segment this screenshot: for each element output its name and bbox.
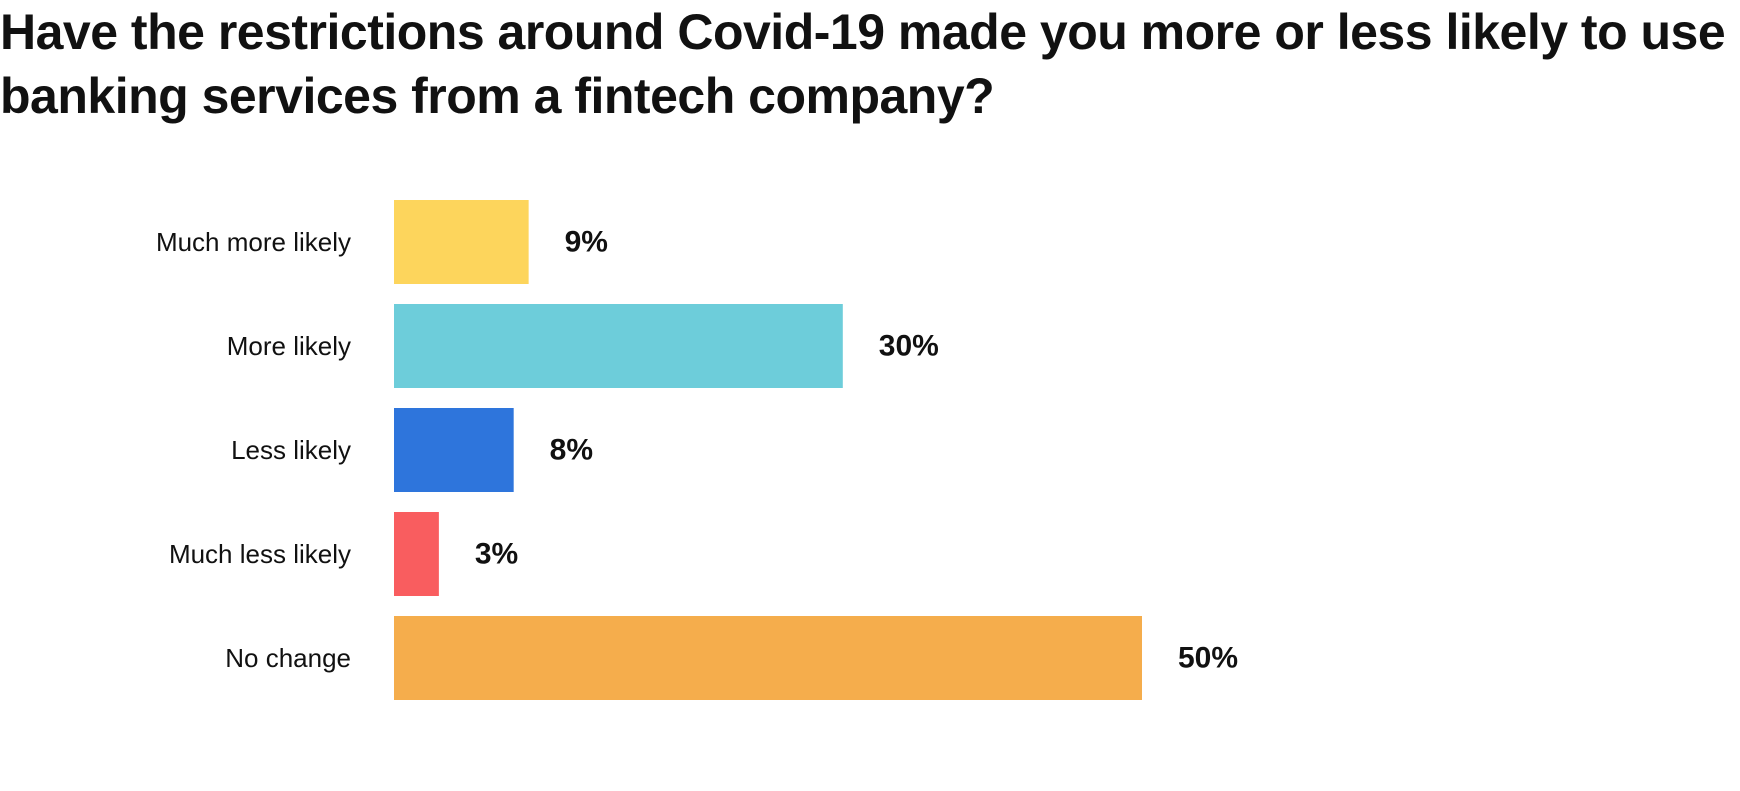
- bar-more-likely: [394, 304, 843, 388]
- value-label-more-likely: 30%: [879, 330, 939, 363]
- bar-less-likely: [394, 408, 514, 492]
- chart-title: Have the restrictions around Covid-19 ma…: [0, 4, 1726, 124]
- bars-layer: Much more likely 9% More likely 30% Less lik…: [156, 200, 1238, 700]
- category-label-much-less-likely: Much less likely: [169, 539, 351, 569]
- value-label-much-more-likely: 9%: [565, 226, 608, 259]
- category-label-much-more-likely: Much more likely: [156, 227, 351, 257]
- value-label-less-likely: 8%: [550, 434, 593, 467]
- value-label-no-change: 50%: [1178, 642, 1238, 675]
- category-label-no-change: No change: [225, 643, 351, 673]
- bar-much-less-likely: [394, 512, 439, 596]
- bar-much-more-likely: [394, 200, 529, 284]
- value-label-much-less-likely: 3%: [475, 538, 518, 571]
- category-label-more-likely: More likely: [227, 331, 351, 361]
- bar-no-change: [394, 616, 1142, 700]
- category-label-less-likely: Less likely: [231, 435, 351, 465]
